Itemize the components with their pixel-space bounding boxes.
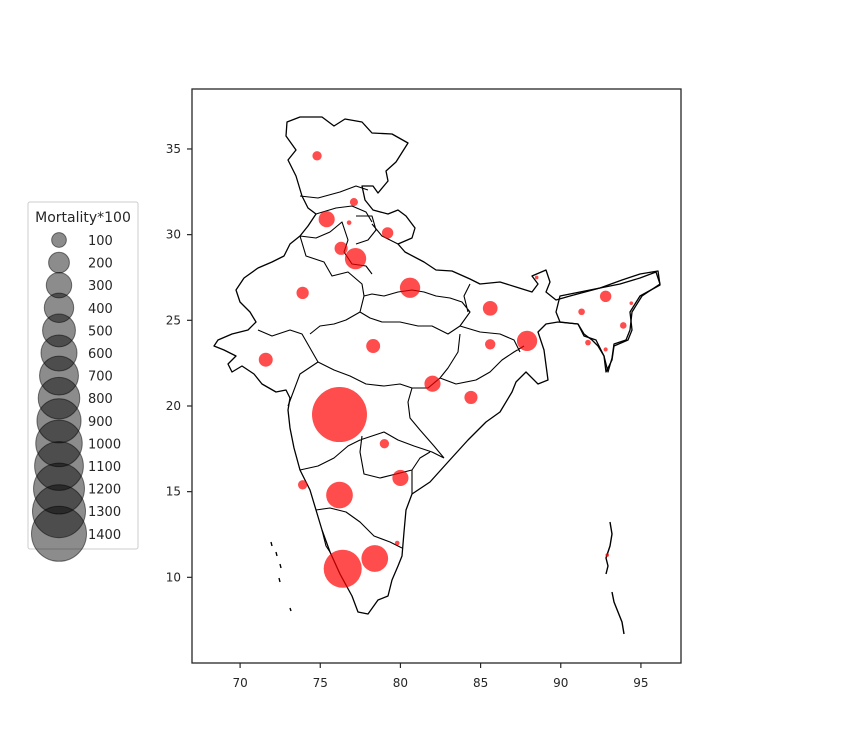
y-tick-label: 20 <box>166 399 181 413</box>
northeast-region <box>555 271 661 373</box>
mortality-marker <box>349 198 358 207</box>
legend-marker <box>30 505 88 562</box>
mortality-marker <box>585 339 591 346</box>
legend-entries: 100 200 300 400 500 600 700 800 900 1000 1100 1200 1… <box>30 232 121 562</box>
legend-marker <box>31 484 87 539</box>
legend: Mortality*100 100 200 300 400 500 600 700 800 90… <box>27 201 139 562</box>
mortality-marker <box>599 290 612 303</box>
mortality-marker <box>297 480 308 490</box>
legend-label: 1100 <box>88 460 121 475</box>
x-tick-label: 75 <box>313 676 328 690</box>
legend-marker <box>33 462 85 515</box>
legend-marker <box>35 419 83 468</box>
legend-label: 200 <box>88 257 113 272</box>
mortality-marker <box>534 275 539 280</box>
mortality-marker <box>485 339 496 350</box>
legend-marker <box>37 376 81 420</box>
mortality-marker <box>578 308 585 316</box>
legend-label: 600 <box>88 347 113 362</box>
india-outline <box>213 116 661 615</box>
mortality-marker <box>366 339 381 353</box>
y-axis: 10 15 20 25 30 35 <box>166 142 192 584</box>
legend-label: 100 <box>88 234 113 249</box>
mortality-marker <box>392 469 409 487</box>
legend-label: 500 <box>88 324 113 339</box>
y-tick-label: 15 <box>166 485 181 499</box>
mortality-marker <box>361 545 389 572</box>
mortality-marker <box>334 241 348 255</box>
legend-label: 1000 <box>88 437 121 452</box>
mortality-marker <box>379 439 390 449</box>
legend-marker <box>40 334 78 372</box>
mortality-marker <box>346 220 352 225</box>
legend-label: 800 <box>88 392 113 407</box>
lakshadweep-islands <box>270 541 292 612</box>
legend-label: 300 <box>88 279 113 294</box>
mortality-marker <box>619 322 627 329</box>
legend-marker <box>45 271 73 299</box>
mortality-marker <box>482 300 498 316</box>
y-tick-label: 30 <box>166 228 181 242</box>
mortality-marker <box>399 277 421 298</box>
y-tick-label: 10 <box>166 570 181 584</box>
plot-area-frame <box>191 88 682 664</box>
mortality-marker <box>326 481 353 509</box>
mortality-marker <box>464 390 478 404</box>
mortality-marker <box>603 347 608 352</box>
legend-label: 700 <box>88 370 113 385</box>
legend-marker <box>42 313 76 348</box>
mortality-marker <box>516 330 538 352</box>
mortality-marker <box>344 247 367 270</box>
legend-label: 900 <box>88 415 113 430</box>
mortality-marker <box>312 151 322 161</box>
x-tick-label: 90 <box>553 676 568 690</box>
legend-marker <box>48 251 70 274</box>
legend-label: 1200 <box>88 483 121 498</box>
mortality-marker <box>323 549 362 588</box>
mortality-marker <box>424 375 441 392</box>
x-tick-label: 70 <box>232 676 247 690</box>
mortality-marker <box>312 387 368 443</box>
legend-label: 1300 <box>88 505 121 520</box>
y-tick-label: 35 <box>166 142 181 156</box>
mortality-marker <box>318 211 335 228</box>
y-tick-label: 25 <box>166 313 181 327</box>
andaman-islands <box>605 521 625 635</box>
legend-frame <box>27 201 139 550</box>
mortality-marker <box>629 301 634 305</box>
legend-marker <box>36 398 82 444</box>
scatter-series <box>258 151 634 588</box>
legend-marker <box>51 232 67 248</box>
legend-label: 400 <box>88 302 113 317</box>
legend-label: 1400 <box>88 528 121 543</box>
legend-marker <box>34 441 84 491</box>
legend-title: Mortality*100 <box>35 210 131 226</box>
x-axis: 70 75 80 85 90 95 <box>232 663 649 690</box>
mortality-marker <box>296 286 309 300</box>
mortality-marker <box>605 553 610 557</box>
x-tick-label: 80 <box>393 676 408 690</box>
x-tick-label: 95 <box>633 676 648 690</box>
legend-marker <box>39 355 79 396</box>
x-tick-label: 85 <box>473 676 488 690</box>
mortality-marker <box>381 227 394 239</box>
mortality-marker <box>258 352 273 367</box>
mortality-marker <box>394 540 400 546</box>
